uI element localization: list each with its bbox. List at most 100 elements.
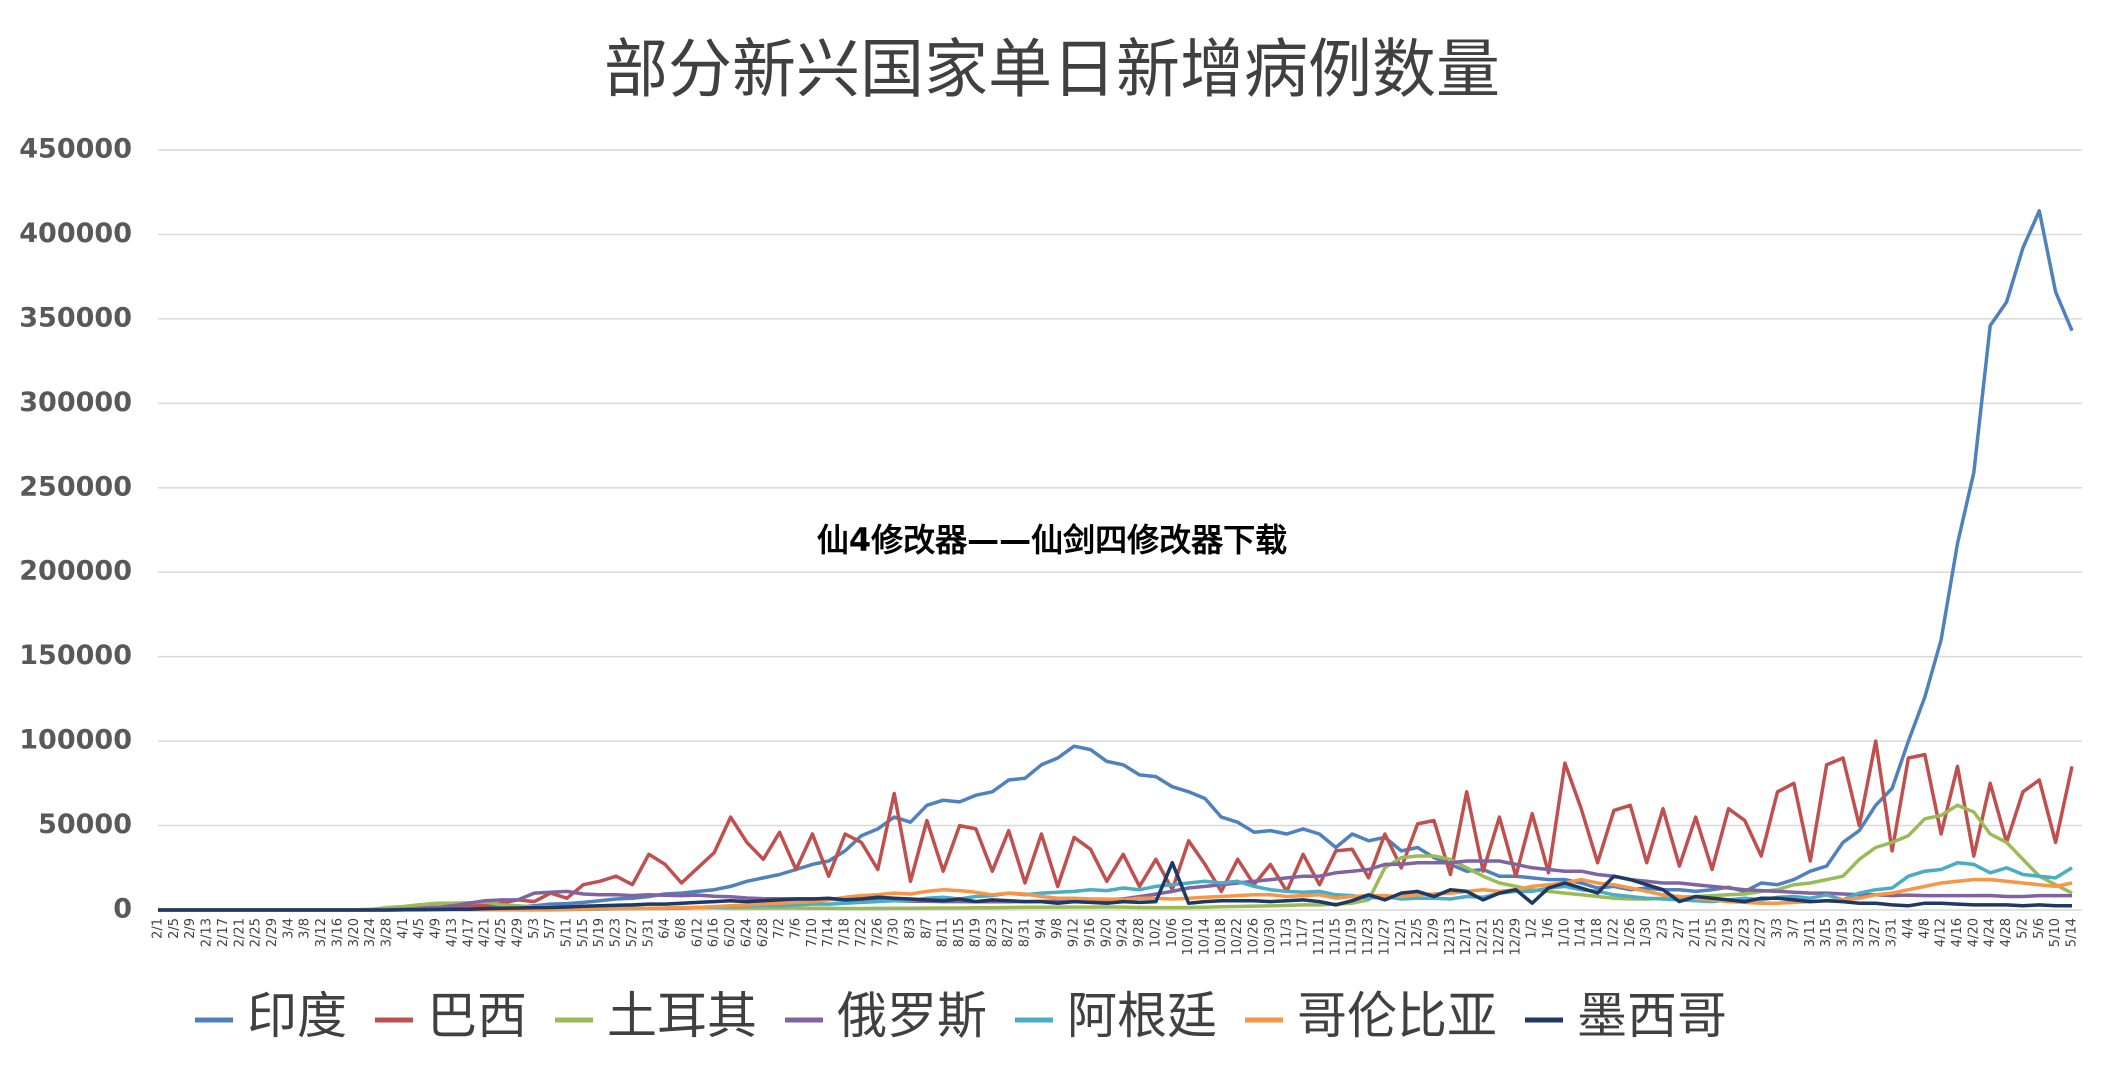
x-tick-label: 12/29 [1508, 918, 1523, 955]
x-tick-label: 2/9 [183, 918, 198, 939]
x-tick-label: 5/19 [592, 918, 607, 947]
x-tick-label: 4/20 [1966, 918, 1981, 947]
series-line [158, 739, 2074, 912]
x-tick-label: 1/14 [1574, 918, 1589, 947]
y-tick-label: 200000 [19, 556, 132, 587]
x-tick-label: 2/29 [265, 918, 280, 947]
x-tick-label: 8/15 [952, 918, 967, 947]
x-tick-label: 2/15 [1705, 918, 1720, 947]
x-tick-label: 4/21 [478, 918, 493, 947]
x-tick-label: 2/13 [200, 918, 215, 947]
x-tick-label: 5/3 [527, 918, 542, 939]
x-tick-label: 12/9 [1427, 918, 1442, 947]
x-tick-label: 7/18 [838, 918, 853, 947]
x-tick-label: 4/9 [429, 918, 444, 939]
x-tick-label: 10/18 [1214, 918, 1229, 955]
x-tick-label: 11/15 [1328, 918, 1343, 955]
legend-label: 印度 [247, 987, 347, 1045]
x-tick-label: 7/10 [805, 918, 820, 947]
x-tick-label: 2/27 [1754, 918, 1769, 947]
x-tick-label: 7/30 [887, 918, 902, 947]
x-tick-label: 10/14 [1197, 918, 1212, 955]
x-tick-label: 9/16 [1083, 918, 1098, 947]
x-tick-label: 2/5 [167, 918, 182, 939]
legend-label: 墨西哥 [1577, 987, 1727, 1045]
x-tick-label: 3/31 [1885, 918, 1900, 947]
x-tick-label: 10/30 [1263, 918, 1278, 955]
x-tick-label: 3/23 [1852, 918, 1867, 947]
annotation: 仙4修改器——仙剑四修改器下载 [817, 521, 1287, 559]
x-tick-label: 2/11 [1688, 918, 1703, 947]
x-tick-label: 5/14 [2065, 918, 2080, 947]
x-tick-label: 3/11 [1803, 918, 1818, 947]
x-tick-label: 11/3 [1279, 918, 1294, 947]
x-tick-label: 4/13 [445, 918, 460, 947]
y-tick-label: 50000 [38, 809, 132, 840]
x-tick-label: 2/21 [232, 918, 247, 947]
x-tick-label: 3/4 [281, 918, 296, 939]
x-tick-label: 2/23 [1737, 918, 1752, 947]
x-tick-label: 8/11 [936, 918, 951, 947]
x-tick-label: 10/22 [1230, 918, 1245, 955]
x-tick-label: 3/8 [298, 918, 313, 939]
legend-label: 哥伦比亚 [1297, 987, 1497, 1045]
x-tick-label: 3/20 [347, 918, 362, 947]
x-tick-label: 4/24 [1983, 918, 1998, 947]
x-tick-label: 8/7 [919, 918, 934, 939]
x-tick-label: 8/23 [985, 918, 1000, 947]
x-tick-label: 1/30 [1639, 918, 1654, 947]
x-tick-label: 5/7 [543, 918, 558, 939]
x-tick-label: 3/27 [1868, 918, 1883, 947]
y-tick-label: 300000 [19, 387, 132, 418]
x-tick-label: 3/3 [1770, 918, 1785, 939]
x-tick-label: 12/13 [1443, 918, 1458, 955]
x-tick-label: 5/6 [2032, 918, 2047, 939]
x-tick-label: 1/6 [1541, 918, 1556, 939]
x-tick-label: 12/5 [1410, 918, 1425, 947]
x-tick-label: 1/18 [1590, 918, 1605, 947]
x-tick-label: 7/2 [772, 918, 787, 939]
x-tick-label: 11/27 [1377, 918, 1392, 955]
x-tick-label: 4/25 [494, 918, 509, 947]
x-tick-label: 8/3 [903, 918, 918, 939]
x-tick-label: 4/17 [461, 918, 476, 947]
x-tick-label: 3/28 [380, 918, 395, 947]
x-tick-label: 9/4 [1034, 918, 1049, 939]
x-tick-label: 3/15 [1819, 918, 1834, 947]
x-tick-label: 1/10 [1557, 918, 1572, 947]
x-tick-label: 11/23 [1361, 918, 1376, 955]
x-tick-label: 10/26 [1247, 918, 1262, 955]
x-tick-label: 4/16 [1950, 918, 1965, 947]
x-tick-label: 8/31 [1018, 918, 1033, 947]
x-tick-label: 4/5 [412, 918, 427, 939]
x-tick-label: 2/7 [1672, 918, 1687, 939]
x-tick-label: 12/21 [1476, 918, 1491, 955]
legend-label: 阿根廷 [1067, 987, 1217, 1045]
series-line [158, 860, 2072, 912]
x-tick-label: 4/29 [510, 918, 525, 947]
y-tick-label: 150000 [19, 640, 132, 671]
series-line [158, 803, 2073, 912]
x-tick-label: 4/1 [396, 918, 411, 939]
x-tick-label: 6/4 [658, 918, 673, 939]
x-tick-label: 4/28 [1999, 918, 2014, 947]
series-line [158, 209, 2074, 912]
x-tick-label: 2/3 [1656, 918, 1671, 939]
x-tick-label: 3/19 [1835, 918, 1850, 947]
x-tick-label: 12/17 [1459, 918, 1474, 955]
x-tick-label: 7/14 [821, 918, 836, 947]
x-tick-label: 10/10 [1181, 918, 1196, 955]
x-tick-label: 1/2 [1525, 918, 1540, 939]
x-tick-label: 4/8 [1917, 918, 1932, 939]
x-tick-label: 5/15 [576, 918, 591, 947]
x-tick-label: 8/27 [1001, 918, 1016, 947]
x-tick-label: 11/11 [1312, 918, 1327, 955]
legend-label: 俄罗斯 [837, 987, 987, 1045]
x-tick-label: 6/28 [756, 918, 771, 947]
x-tick-label: 12/25 [1492, 918, 1507, 955]
x-tick-label: 5/27 [625, 918, 640, 947]
x-tick-label: 11/7 [1296, 918, 1311, 947]
y-tick-label: 250000 [19, 471, 132, 502]
x-tick-label: 3/7 [1786, 918, 1801, 939]
